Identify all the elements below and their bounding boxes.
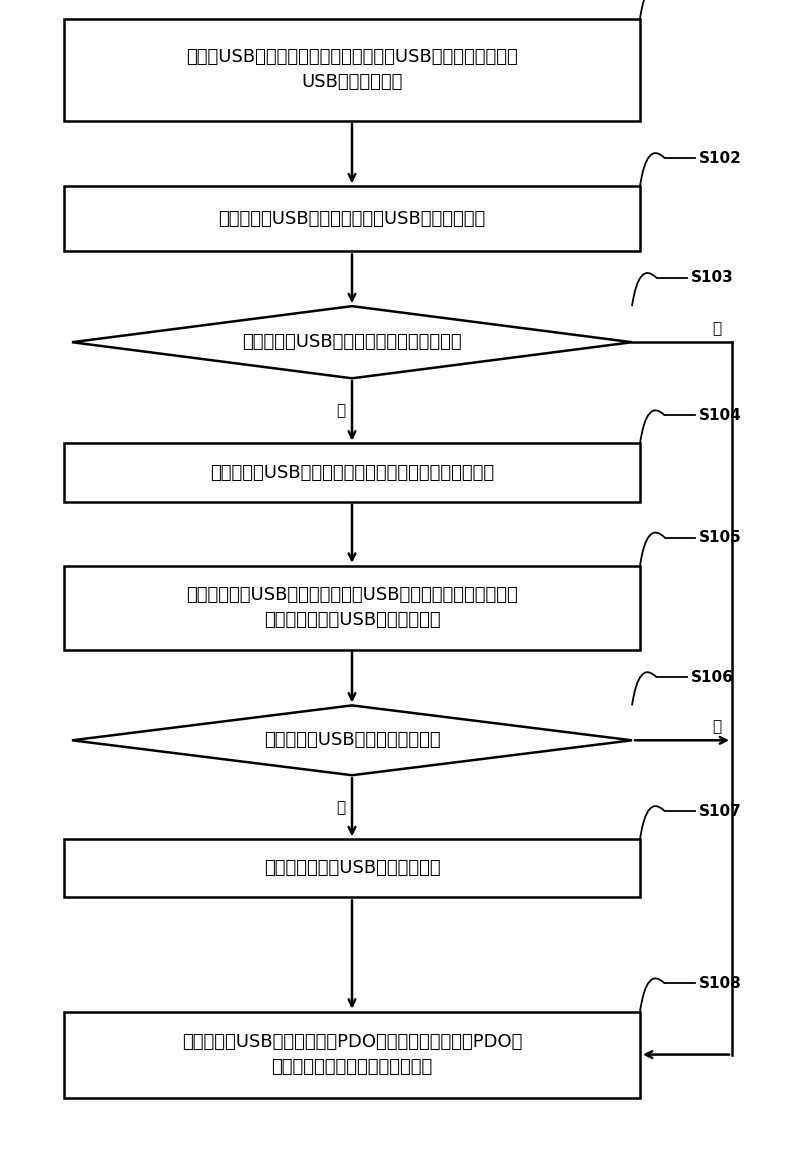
- Text: 量产工具对所述USB设备进行量产: 量产工具对所述USB设备进行量产: [264, 859, 440, 878]
- Text: 否: 否: [712, 719, 721, 734]
- Polygon shape: [72, 705, 632, 775]
- Bar: [64, 186, 640, 251]
- Bar: [64, 19, 640, 121]
- Text: 是: 是: [336, 800, 345, 815]
- Text: 预先配置的USB集线器对插入的USB设备进行枚举: 预先配置的USB集线器对插入的USB设备进行枚举: [218, 210, 486, 228]
- Bar: [64, 839, 640, 897]
- Text: S105: S105: [699, 530, 742, 545]
- Text: 创建插入的USB设备所对应的PDO信息，其中，创建的PDO信
息由操作系统写入计算机注册表中: 创建插入的USB设备所对应的PDO信息，其中，创建的PDO信 息由操作系统写入计…: [182, 1034, 522, 1076]
- Text: 创建插入的USB设备所对应的读写通道，并通知量产工具: 创建插入的USB设备所对应的读写通道，并通知量产工具: [210, 463, 494, 482]
- Text: S104: S104: [699, 407, 742, 423]
- Bar: [64, 566, 640, 650]
- Text: 预先对USB集线器进行配置，使配置后的USB集线器能对插入的
USB设备进行识别: 预先对USB集线器进行配置，使配置后的USB集线器能对插入的 USB设备进行识别: [186, 49, 518, 91]
- Text: 判断插入的USB设备是否需要量产: 判断插入的USB设备是否需要量产: [264, 731, 440, 750]
- Text: 是: 是: [336, 404, 345, 418]
- Text: S102: S102: [699, 150, 742, 165]
- Text: S103: S103: [691, 270, 734, 285]
- Text: S107: S107: [699, 803, 742, 818]
- Text: 量产工具打开USB集线器中插入的USB设备端口对应的句柄，并
通过所述句柄对USB设备读写数据: 量产工具打开USB集线器中插入的USB设备端口对应的句柄，并 通过所述句柄对US…: [186, 587, 518, 629]
- Text: S106: S106: [691, 669, 734, 684]
- Bar: [64, 1012, 640, 1098]
- Polygon shape: [72, 306, 632, 378]
- Text: S108: S108: [699, 975, 742, 991]
- Bar: [64, 443, 640, 502]
- Text: 否: 否: [712, 321, 721, 336]
- Text: 判断插入的USB设备是否为能够量产的设备: 判断插入的USB设备是否为能够量产的设备: [242, 333, 462, 352]
